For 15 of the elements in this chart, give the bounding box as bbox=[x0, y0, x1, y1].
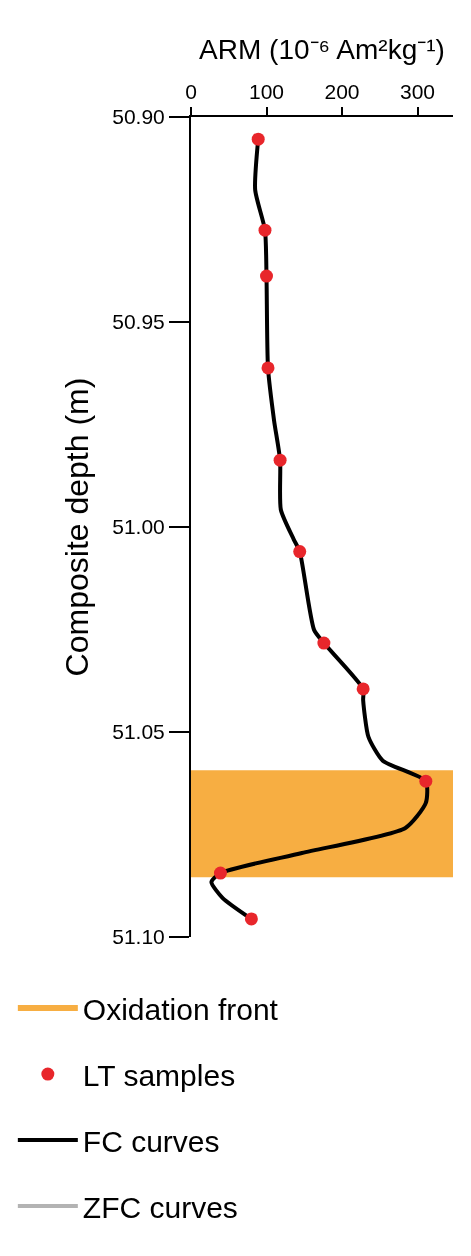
x-axis-title: ARM (10⁻⁶ Am²kg⁻¹) bbox=[199, 33, 445, 65]
legend-label: ZFC curves bbox=[82, 1190, 238, 1224]
x-tick-label: 0 bbox=[185, 79, 197, 103]
legend-label: Oxidation front bbox=[82, 992, 279, 1026]
y-axis-title: Composite depth (m) bbox=[59, 377, 96, 677]
x-tick-label: 100 bbox=[248, 79, 285, 103]
y-tick-label: 50.95 bbox=[112, 310, 165, 334]
y-tick-label: 51.10 bbox=[112, 925, 165, 949]
x-tick-label: 200 bbox=[324, 79, 360, 103]
legend-label: LT samples bbox=[82, 1058, 236, 1092]
y-tick-label: 51.00 bbox=[112, 515, 165, 539]
legend-label: FC curves bbox=[82, 1124, 220, 1158]
x-tick-label: 300 bbox=[399, 79, 436, 103]
y-tick-label: 50.90 bbox=[112, 105, 165, 129]
y-tick-label: 51.05 bbox=[112, 720, 165, 744]
